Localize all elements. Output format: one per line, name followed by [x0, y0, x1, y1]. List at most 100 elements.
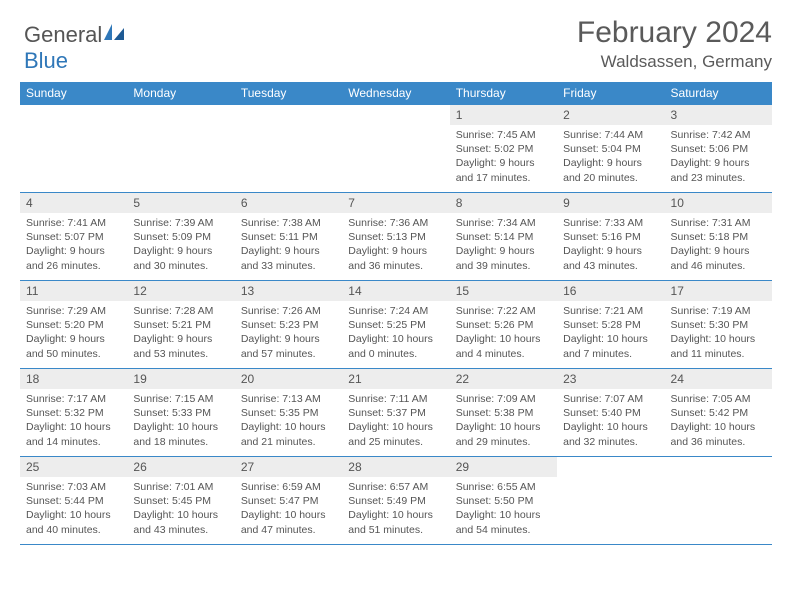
- day-info: Sunrise: 7:38 AMSunset: 5:11 PMDaylight:…: [235, 213, 342, 279]
- calendar-day: 21Sunrise: 7:11 AMSunset: 5:37 PMDayligh…: [342, 369, 449, 457]
- calendar-day: 7Sunrise: 7:36 AMSunset: 5:13 PMDaylight…: [342, 193, 449, 281]
- calendar-week: 25Sunrise: 7:03 AMSunset: 5:44 PMDayligh…: [20, 457, 772, 545]
- day-header: Tuesday: [235, 82, 342, 105]
- day-info: Sunrise: 7:33 AMSunset: 5:16 PMDaylight:…: [557, 213, 664, 279]
- day-header: Friday: [557, 82, 664, 105]
- day-info: Sunrise: 7:45 AMSunset: 5:02 PMDaylight:…: [450, 125, 557, 191]
- day-number: 7: [342, 193, 449, 213]
- calendar-day: 26Sunrise: 7:01 AMSunset: 5:45 PMDayligh…: [127, 457, 234, 545]
- day-info: Sunrise: 7:13 AMSunset: 5:35 PMDaylight:…: [235, 389, 342, 455]
- calendar-day: 4Sunrise: 7:41 AMSunset: 5:07 PMDaylight…: [20, 193, 127, 281]
- day-info: Sunrise: 7:29 AMSunset: 5:20 PMDaylight:…: [20, 301, 127, 367]
- day-number: 17: [665, 281, 772, 301]
- day-info: Sunrise: 7:31 AMSunset: 5:18 PMDaylight:…: [665, 213, 772, 279]
- day-number: 4: [20, 193, 127, 213]
- title-block: February 2024 Waldsassen, Germany: [577, 16, 772, 72]
- day-info: Sunrise: 7:17 AMSunset: 5:32 PMDaylight:…: [20, 389, 127, 455]
- day-number: 8: [450, 193, 557, 213]
- day-number: 16: [557, 281, 664, 301]
- day-header: Wednesday: [342, 82, 449, 105]
- day-number: 18: [20, 369, 127, 389]
- calendar-day: 16Sunrise: 7:21 AMSunset: 5:28 PMDayligh…: [557, 281, 664, 369]
- day-info: Sunrise: 7:11 AMSunset: 5:37 PMDaylight:…: [342, 389, 449, 455]
- day-header: Monday: [127, 82, 234, 105]
- day-info: Sunrise: 7:26 AMSunset: 5:23 PMDaylight:…: [235, 301, 342, 367]
- calendar-empty: [665, 457, 772, 545]
- calendar-day: 1Sunrise: 7:45 AMSunset: 5:02 PMDaylight…: [450, 105, 557, 193]
- calendar-week: 18Sunrise: 7:17 AMSunset: 5:32 PMDayligh…: [20, 369, 772, 457]
- day-info: Sunrise: 7:01 AMSunset: 5:45 PMDaylight:…: [127, 477, 234, 543]
- day-number: 27: [235, 457, 342, 477]
- day-number: 6: [235, 193, 342, 213]
- calendar-day: 29Sunrise: 6:55 AMSunset: 5:50 PMDayligh…: [450, 457, 557, 545]
- day-number: 19: [127, 369, 234, 389]
- day-number: 1: [450, 105, 557, 125]
- day-info: Sunrise: 6:59 AMSunset: 5:47 PMDaylight:…: [235, 477, 342, 543]
- day-info: Sunrise: 7:39 AMSunset: 5:09 PMDaylight:…: [127, 213, 234, 279]
- day-info: Sunrise: 7:15 AMSunset: 5:33 PMDaylight:…: [127, 389, 234, 455]
- calendar-day: 15Sunrise: 7:22 AMSunset: 5:26 PMDayligh…: [450, 281, 557, 369]
- calendar-week: 1Sunrise: 7:45 AMSunset: 5:02 PMDaylight…: [20, 105, 772, 193]
- day-header: Sunday: [20, 82, 127, 105]
- calendar-day: 19Sunrise: 7:15 AMSunset: 5:33 PMDayligh…: [127, 369, 234, 457]
- day-info: Sunrise: 7:44 AMSunset: 5:04 PMDaylight:…: [557, 125, 664, 191]
- calendar-empty: [20, 105, 127, 193]
- calendar-day: 9Sunrise: 7:33 AMSunset: 5:16 PMDaylight…: [557, 193, 664, 281]
- day-number: 2: [557, 105, 664, 125]
- day-number: 9: [557, 193, 664, 213]
- calendar-day: 6Sunrise: 7:38 AMSunset: 5:11 PMDaylight…: [235, 193, 342, 281]
- calendar-day: 20Sunrise: 7:13 AMSunset: 5:35 PMDayligh…: [235, 369, 342, 457]
- day-number: 13: [235, 281, 342, 301]
- calendar-day: 14Sunrise: 7:24 AMSunset: 5:25 PMDayligh…: [342, 281, 449, 369]
- day-number: 26: [127, 457, 234, 477]
- calendar-day: 27Sunrise: 6:59 AMSunset: 5:47 PMDayligh…: [235, 457, 342, 545]
- calendar-empty: [127, 105, 234, 193]
- day-number: 11: [20, 281, 127, 301]
- logo-sail-icon: [104, 22, 128, 47]
- day-number: 5: [127, 193, 234, 213]
- calendar-day: 8Sunrise: 7:34 AMSunset: 5:14 PMDaylight…: [450, 193, 557, 281]
- calendar-table: SundayMondayTuesdayWednesdayThursdayFrid…: [20, 82, 772, 545]
- day-header: Saturday: [665, 82, 772, 105]
- day-info: Sunrise: 7:24 AMSunset: 5:25 PMDaylight:…: [342, 301, 449, 367]
- day-info: Sunrise: 7:21 AMSunset: 5:28 PMDaylight:…: [557, 301, 664, 367]
- day-info: Sunrise: 7:34 AMSunset: 5:14 PMDaylight:…: [450, 213, 557, 279]
- calendar-day: 18Sunrise: 7:17 AMSunset: 5:32 PMDayligh…: [20, 369, 127, 457]
- calendar-day: 3Sunrise: 7:42 AMSunset: 5:06 PMDaylight…: [665, 105, 772, 193]
- calendar-empty: [342, 105, 449, 193]
- calendar-empty: [235, 105, 342, 193]
- day-info: Sunrise: 6:57 AMSunset: 5:49 PMDaylight:…: [342, 477, 449, 543]
- day-info: Sunrise: 7:19 AMSunset: 5:30 PMDaylight:…: [665, 301, 772, 367]
- day-number: 3: [665, 105, 772, 125]
- day-info: Sunrise: 7:03 AMSunset: 5:44 PMDaylight:…: [20, 477, 127, 543]
- day-number: 20: [235, 369, 342, 389]
- page-title: February 2024: [577, 16, 772, 50]
- day-number: 15: [450, 281, 557, 301]
- calendar-day: 22Sunrise: 7:09 AMSunset: 5:38 PMDayligh…: [450, 369, 557, 457]
- day-info: Sunrise: 7:07 AMSunset: 5:40 PMDaylight:…: [557, 389, 664, 455]
- calendar-empty: [557, 457, 664, 545]
- calendar-day: 11Sunrise: 7:29 AMSunset: 5:20 PMDayligh…: [20, 281, 127, 369]
- day-number: 23: [557, 369, 664, 389]
- day-number: 10: [665, 193, 772, 213]
- calendar-day: 28Sunrise: 6:57 AMSunset: 5:49 PMDayligh…: [342, 457, 449, 545]
- calendar-day: 2Sunrise: 7:44 AMSunset: 5:04 PMDaylight…: [557, 105, 664, 193]
- calendar-day: 25Sunrise: 7:03 AMSunset: 5:44 PMDayligh…: [20, 457, 127, 545]
- day-number: 12: [127, 281, 234, 301]
- calendar-day: 10Sunrise: 7:31 AMSunset: 5:18 PMDayligh…: [665, 193, 772, 281]
- day-info: Sunrise: 7:05 AMSunset: 5:42 PMDaylight:…: [665, 389, 772, 455]
- logo-text-general: General: [24, 22, 102, 47]
- day-number: 21: [342, 369, 449, 389]
- calendar-week: 4Sunrise: 7:41 AMSunset: 5:07 PMDaylight…: [20, 193, 772, 281]
- calendar-day: 23Sunrise: 7:07 AMSunset: 5:40 PMDayligh…: [557, 369, 664, 457]
- day-header: Thursday: [450, 82, 557, 105]
- calendar-day: 13Sunrise: 7:26 AMSunset: 5:23 PMDayligh…: [235, 281, 342, 369]
- calendar-body: 1Sunrise: 7:45 AMSunset: 5:02 PMDaylight…: [20, 105, 772, 545]
- day-info: Sunrise: 6:55 AMSunset: 5:50 PMDaylight:…: [450, 477, 557, 543]
- calendar-week: 11Sunrise: 7:29 AMSunset: 5:20 PMDayligh…: [20, 281, 772, 369]
- day-number: 28: [342, 457, 449, 477]
- calendar-day: 5Sunrise: 7:39 AMSunset: 5:09 PMDaylight…: [127, 193, 234, 281]
- calendar-day: 12Sunrise: 7:28 AMSunset: 5:21 PMDayligh…: [127, 281, 234, 369]
- day-number: 22: [450, 369, 557, 389]
- day-info: Sunrise: 7:36 AMSunset: 5:13 PMDaylight:…: [342, 213, 449, 279]
